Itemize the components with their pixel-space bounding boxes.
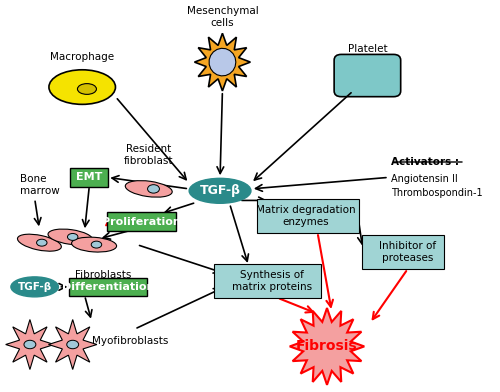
Text: Synthesis of
matrix proteins: Synthesis of matrix proteins xyxy=(232,270,312,292)
Text: Angiotensin II
Thrombospondin-1: Angiotensin II Thrombospondin-1 xyxy=(391,174,483,198)
Text: TGF-β: TGF-β xyxy=(200,184,240,197)
Text: Mesenchymal
cells: Mesenchymal cells xyxy=(186,6,258,27)
Polygon shape xyxy=(290,308,364,385)
FancyBboxPatch shape xyxy=(257,199,359,233)
Text: Fibroblasts: Fibroblasts xyxy=(76,270,132,279)
Ellipse shape xyxy=(78,83,96,94)
Ellipse shape xyxy=(18,234,62,251)
Ellipse shape xyxy=(68,234,78,240)
FancyBboxPatch shape xyxy=(70,278,148,296)
Text: Fibrosis: Fibrosis xyxy=(296,339,358,354)
FancyBboxPatch shape xyxy=(70,168,108,187)
Text: Proliferation: Proliferation xyxy=(102,216,181,227)
Ellipse shape xyxy=(189,178,251,203)
Text: TGF-β: TGF-β xyxy=(18,282,52,292)
Ellipse shape xyxy=(24,340,36,349)
Ellipse shape xyxy=(48,229,92,245)
Polygon shape xyxy=(6,319,54,370)
Polygon shape xyxy=(209,48,236,76)
Text: Matrix degradation
enzymes: Matrix degradation enzymes xyxy=(256,205,356,227)
Ellipse shape xyxy=(11,277,58,297)
Ellipse shape xyxy=(72,237,117,252)
Ellipse shape xyxy=(126,181,172,197)
Text: Macrophage: Macrophage xyxy=(50,52,114,62)
FancyBboxPatch shape xyxy=(108,212,176,231)
FancyBboxPatch shape xyxy=(334,54,400,97)
Ellipse shape xyxy=(148,185,160,193)
FancyBboxPatch shape xyxy=(214,264,321,298)
Ellipse shape xyxy=(36,239,47,246)
FancyBboxPatch shape xyxy=(362,235,444,269)
Polygon shape xyxy=(194,33,250,91)
Text: Inhibitor of
proteases: Inhibitor of proteases xyxy=(379,241,436,263)
Text: EMT: EMT xyxy=(76,172,102,182)
Text: Bone
marrow: Bone marrow xyxy=(20,174,60,196)
Polygon shape xyxy=(48,319,97,370)
Text: Myofibroblasts: Myofibroblasts xyxy=(92,336,168,346)
Ellipse shape xyxy=(91,241,102,248)
Text: Differentiation: Differentiation xyxy=(62,282,154,292)
Ellipse shape xyxy=(66,340,78,349)
Text: Platelet: Platelet xyxy=(348,44,387,54)
Text: Activators :: Activators : xyxy=(391,157,459,167)
Text: Resident
fibroblast: Resident fibroblast xyxy=(124,144,174,166)
Ellipse shape xyxy=(49,70,116,104)
